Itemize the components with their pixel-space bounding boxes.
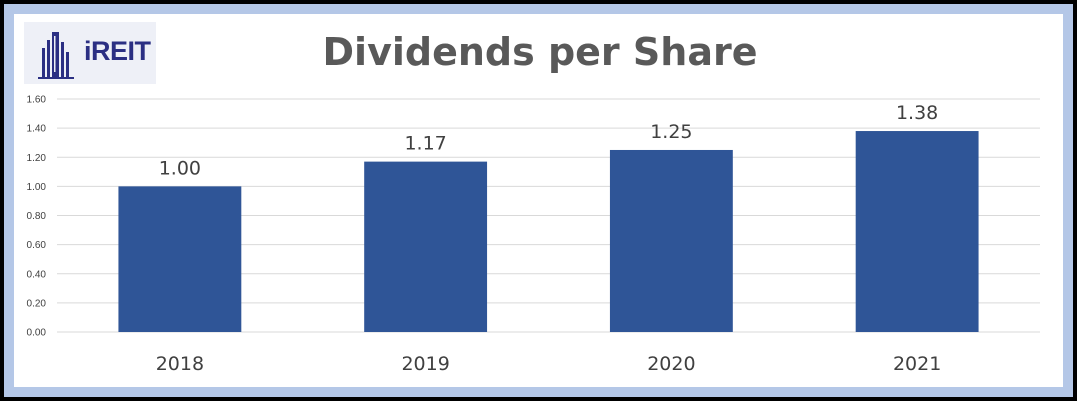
y-tick-label: 0.80 bbox=[27, 211, 47, 222]
y-tick-label: 1.60 bbox=[27, 95, 47, 106]
chart-title: Dividends per Share bbox=[322, 30, 758, 74]
x-tick-label: 2020 bbox=[647, 353, 695, 375]
ireit-logo: iREIT bbox=[24, 22, 156, 84]
bar bbox=[609, 149, 733, 332]
y-tick-label: 0.20 bbox=[27, 298, 47, 309]
x-tick-label: 2021 bbox=[893, 353, 941, 375]
building-icon bbox=[38, 32, 74, 79]
bar bbox=[118, 186, 242, 332]
bar bbox=[855, 131, 979, 332]
data-label: 1.38 bbox=[896, 102, 938, 124]
bar bbox=[364, 161, 488, 332]
y-tick-label: 0.40 bbox=[27, 269, 47, 280]
x-tick-label: 2019 bbox=[401, 353, 449, 375]
data-label: 1.17 bbox=[404, 133, 446, 155]
x-tick-label: 2018 bbox=[156, 353, 204, 375]
y-tick-label: 0.00 bbox=[27, 328, 47, 339]
logo-text: iREIT bbox=[84, 36, 151, 66]
y-tick-label: 1.40 bbox=[27, 124, 47, 135]
data-label: 1.25 bbox=[650, 121, 692, 143]
y-tick-label: 1.20 bbox=[27, 153, 47, 164]
y-tick-label: 0.60 bbox=[27, 240, 47, 251]
y-tick-label: 1.00 bbox=[27, 182, 47, 193]
data-label: 1.00 bbox=[159, 157, 201, 179]
